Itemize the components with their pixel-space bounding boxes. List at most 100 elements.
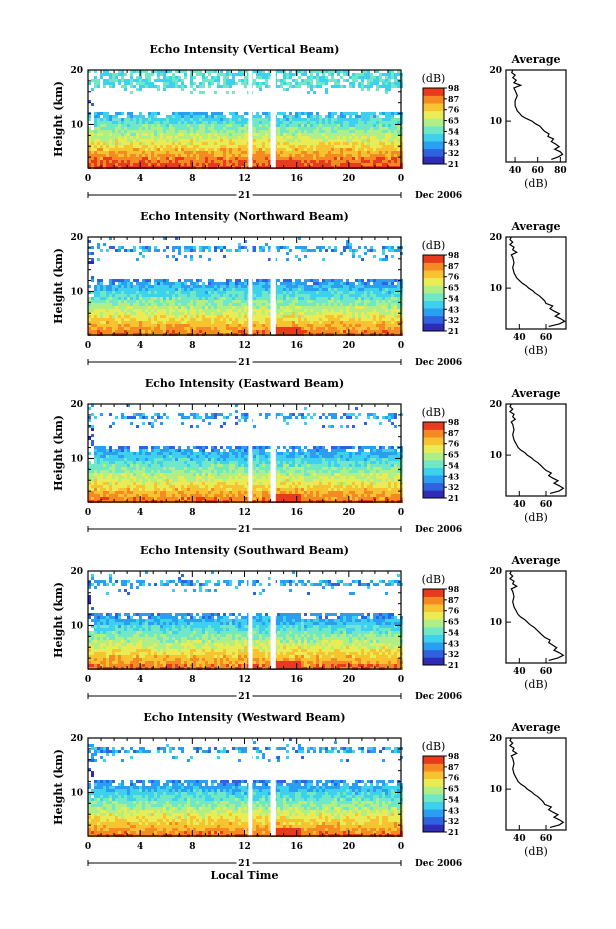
day-label-bg [236,189,253,201]
colorbar-swatch [423,589,444,597]
colorbar-tick-label: 43 [448,137,460,147]
colorbar-tick-label: 43 [448,304,460,314]
colorbar-swatch [423,141,444,150]
profile-y-tick-label: 10 [489,117,502,127]
profile-x-tick-label: 40 [513,834,526,844]
panel-5: Echo Intensity (Westward Beam) 10 20 Height… [52,711,567,869]
y-tick-label: 10 [70,621,83,631]
y-tick-label: 10 [70,788,83,798]
profile-x-tick-label: 60 [540,500,553,510]
profile-x-label: (dB) [524,678,548,691]
colorbar-tick-label: 98 [448,584,460,594]
day-label: 21 [238,191,251,201]
colorbar-tick-label: 76 [448,773,460,783]
x-tick-label: 8 [189,508,195,518]
colorbar-swatch [423,482,444,491]
profile-frame [505,570,567,664]
heatmap-cells [88,571,403,670]
data-gap-2 [270,571,276,669]
data-gap-1 [248,404,253,502]
heatmap-cells [88,404,403,503]
profile-frame [505,236,567,330]
panel-title: Echo Intensity (Northward Beam) [140,210,349,223]
colorbar-swatch [423,126,444,134]
heatmap-cells [88,738,403,837]
colorbar-tick-label: 65 [448,283,459,293]
panel-title: Echo Intensity (Eastward Beam) [145,377,344,390]
colorbar-swatch [423,444,444,453]
heatmap-cells [88,237,403,336]
profile-y-tick-label: 10 [489,284,502,294]
x-tick-label: 12 [238,341,251,351]
colorbar-tick-label: 32 [448,315,459,325]
colorbar-tick-label: 87 [448,261,459,271]
colorbar-tick-label: 76 [448,272,460,282]
x-tick-label: 4 [137,174,143,184]
x-tick-label: 0 [398,174,404,184]
profile-title: Average [510,53,560,66]
x-tick-label: 16 [290,341,303,351]
x-tick-label: 0 [85,842,91,852]
y-tick-label: 20 [70,400,83,410]
colorbar-tick-label: 87 [448,94,459,104]
data-gap-1 [248,571,253,669]
day-label: 21 [238,525,251,535]
x-tick-label: 12 [238,508,251,518]
y-tick-label: 20 [70,734,83,744]
colorbar-swatch [423,756,444,764]
profile-x-label: (dB) [524,845,548,858]
x-axis-title: Local Time [211,869,279,882]
data-gap-2 [270,404,276,502]
y-tick-label: 20 [70,66,83,76]
colorbar-swatch [423,452,444,461]
colorbar-swatch [423,816,444,825]
profile-x-label: (dB) [524,177,548,190]
x-tick-label: 20 [343,508,356,518]
profile-line [509,737,565,828]
profile-x-label: (dB) [524,344,548,357]
colorbar-frame [422,755,445,833]
colorbar-swatch [423,596,444,605]
colorbar-tick-label: 54 [448,293,460,303]
colorbar-tick-label: 32 [448,649,459,659]
colorbar-tick-label: 76 [448,606,460,616]
profile-x-tick-label: 60 [540,667,553,677]
day-label: 21 [238,859,251,869]
date-label: Dec 2006 [415,191,462,201]
colorbar-swatch [423,460,444,468]
day-label-bg [236,523,253,535]
day-label-bg [236,857,253,869]
colorbar-tick-label: 54 [448,126,460,136]
colorbar-tick-label: 87 [448,762,459,772]
colorbar-swatch [423,619,444,628]
x-tick-label: 0 [398,842,404,852]
profile-x-tick-label: 60 [540,333,553,343]
colorbar-tick-label: 98 [448,83,460,93]
x-tick-label: 0 [398,508,404,518]
x-tick-label: 4 [137,508,143,518]
x-tick-label: 0 [85,341,91,351]
x-tick-label: 12 [238,174,251,184]
colorbar-swatch [423,604,444,613]
profile-y-tick-label: 10 [489,618,502,628]
day-label-bg [236,356,253,368]
colorbar-swatch [423,657,444,666]
profile-title: Average [510,721,560,734]
colorbar-swatch [423,315,444,324]
colorbar-swatch [423,429,444,438]
colorbar-tick-label: 21 [448,326,459,336]
colorbar-frame [422,254,445,332]
x-tick-label: 8 [189,842,195,852]
profile-title: Average [510,554,560,567]
colorbar-unit: (dB) [422,239,446,252]
colorbar-tick-label: 32 [448,482,459,492]
x-tick-label: 20 [343,341,356,351]
colorbar-tick-label: 76 [448,105,460,115]
panel-3: Echo Intensity (Eastward Beam) 10 20 Height… [52,377,567,535]
colorbar-swatch [423,262,444,271]
colorbar-swatch [423,794,444,802]
x-tick-label: 16 [290,675,303,685]
data-gap-2 [270,738,276,836]
colorbar-swatch [423,270,444,279]
